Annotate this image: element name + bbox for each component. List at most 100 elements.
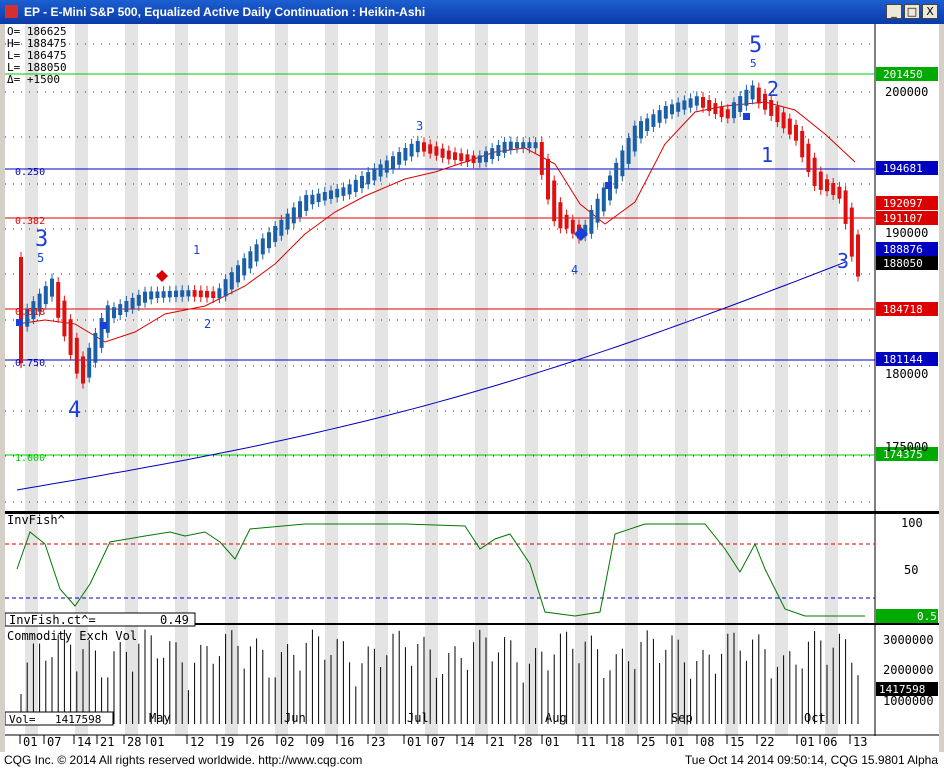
candle-body — [341, 187, 346, 196]
close-button[interactable]: X — [922, 4, 938, 19]
date-label: 11 — [581, 735, 595, 749]
candle-body — [186, 290, 191, 297]
candle-body — [242, 258, 247, 276]
candle-body — [515, 142, 519, 149]
price-tag-label: 188050 — [883, 257, 923, 270]
candle-body — [670, 104, 674, 115]
candle-body — [329, 190, 333, 199]
date-label: 28 — [518, 735, 532, 749]
wave-label: 5 — [37, 251, 44, 265]
week-band — [375, 24, 388, 736]
candle-body — [446, 150, 451, 160]
candle-body — [149, 291, 154, 300]
candle-body — [484, 151, 488, 163]
candle-body — [205, 290, 209, 298]
candle-body — [260, 238, 265, 255]
candle-body — [453, 152, 457, 160]
signal-square — [605, 182, 612, 189]
candle-body — [595, 198, 600, 223]
candle-body — [843, 190, 848, 224]
volume-readout-label: Vol= — [9, 713, 36, 726]
date-label: 23 — [371, 735, 385, 749]
wave-label: 3 — [416, 119, 423, 133]
date-label: 14 — [77, 735, 91, 749]
candle-body — [725, 109, 730, 119]
minimize-button[interactable]: _ — [886, 4, 902, 19]
date-label: 12 — [190, 735, 204, 749]
inverse-fisher-line — [16, 523, 865, 617]
week-band — [325, 24, 338, 736]
wave-label: 4 — [68, 398, 81, 423]
candle-body — [763, 93, 767, 110]
candle-body — [236, 265, 240, 283]
candle-body — [279, 219, 284, 236]
date-label: 14 — [460, 735, 474, 749]
price-tag-label: 174375 — [883, 448, 923, 461]
candle-body — [56, 282, 61, 318]
candle-body — [360, 175, 364, 189]
volume-readout-box — [4, 711, 114, 726]
date-label: 02 — [280, 735, 294, 749]
candle-body — [229, 272, 234, 290]
week-band — [225, 24, 238, 736]
fib-level-label: 0.750 — [15, 358, 45, 369]
price-axis-label: 175000 — [885, 440, 928, 454]
price-axis-label: 180000 — [885, 367, 928, 381]
candle-body — [856, 234, 860, 277]
candle-body — [639, 121, 643, 139]
candle-body — [614, 162, 619, 189]
candle-body — [304, 195, 309, 211]
candle-body — [391, 156, 395, 169]
price-tag — [876, 447, 938, 461]
candle-body — [74, 337, 79, 374]
fib-level-label: 0.382 — [15, 216, 45, 227]
date-label: 13 — [853, 735, 867, 749]
candle-body — [397, 152, 402, 165]
wave-label: 3 — [35, 227, 48, 252]
chart-area[interactable]: 0.250 0.382 0.618 0.750 1.000 3 5 4 1 2 3 4 5 5 2 1 3 O= … — [4, 24, 939, 752]
indicator-axis-label: 50 — [904, 563, 918, 577]
heikin-ashi-chart[interactable]: 0.2500.3820.6180.7501.000354123455213O= … — [4, 24, 939, 752]
date-label: 25 — [641, 735, 655, 749]
date-label: 06 — [823, 735, 837, 749]
panel-separator — [5, 623, 939, 625]
week-band — [725, 24, 738, 736]
wave-label: 4 — [571, 263, 578, 277]
wave-label: 5 — [749, 33, 762, 58]
indicator-tag — [876, 609, 938, 623]
candle-body — [298, 201, 302, 218]
title-bar: EP - E-Mini S&P 500, Equalized Active Da… — [0, 0, 944, 24]
candle-body — [285, 213, 290, 230]
price-tag-label: 184718 — [883, 303, 923, 316]
candle-body — [31, 301, 36, 320]
candle-body — [849, 207, 854, 257]
date-label: 07 — [47, 735, 61, 749]
candle-body — [322, 192, 327, 201]
slow-moving-average-line — [16, 261, 846, 491]
price-tag — [876, 161, 938, 175]
copyright-text: CQG Inc. © 2014 All rights reserved worl… — [4, 753, 363, 767]
candle-body — [62, 300, 67, 337]
candle-body — [787, 118, 792, 135]
price-tag-label: 201450 — [883, 68, 923, 81]
candle-body — [124, 301, 129, 312]
indicator-tag-label: 0.5 — [917, 610, 937, 623]
candle-body — [676, 102, 681, 112]
date-label: 28 — [127, 735, 141, 749]
price-tag-label: 188876 — [883, 243, 923, 256]
candle-body — [136, 294, 141, 306]
candle-body — [248, 251, 253, 269]
candle-body — [521, 142, 526, 149]
candle-body — [378, 164, 383, 177]
price-tag — [876, 302, 938, 316]
candle-body — [267, 232, 271, 249]
date-label: 01 — [670, 735, 684, 749]
price-tag — [876, 211, 938, 225]
maximize-button[interactable]: □ — [904, 4, 920, 19]
week-band — [675, 24, 688, 736]
candle-body — [37, 293, 42, 312]
candle-body — [800, 131, 805, 158]
panel-separator — [5, 511, 939, 514]
price-axis-label: 190000 — [885, 226, 928, 240]
volume-axis-label: 2000000 — [883, 663, 934, 677]
